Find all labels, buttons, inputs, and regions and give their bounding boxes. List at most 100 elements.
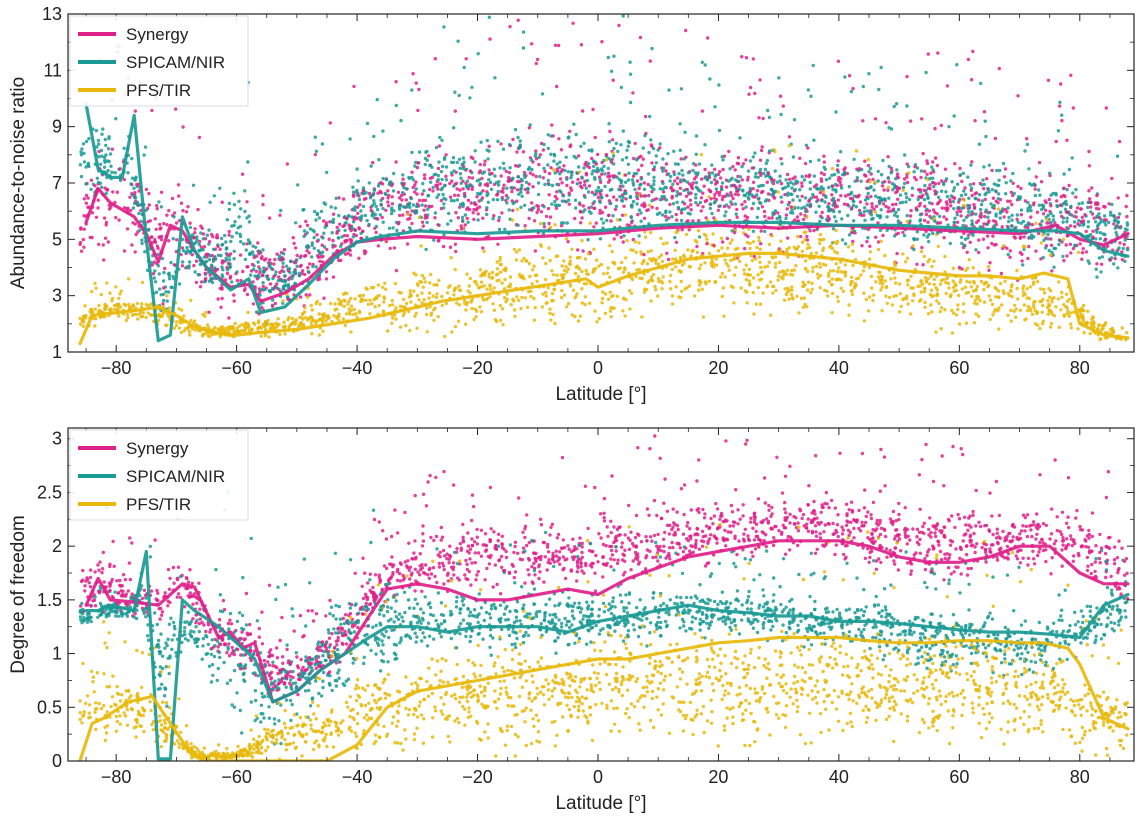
synergy-point — [870, 202, 874, 206]
spicam-nir-point — [289, 259, 293, 264]
synergy-point — [548, 215, 553, 219]
spicam-nir-point — [1068, 212, 1072, 216]
spicam-nir-point — [97, 155, 101, 159]
spicam-nir-point — [207, 279, 212, 283]
pfs-tir-point — [146, 311, 150, 315]
spicam-nir-point — [1037, 203, 1042, 207]
synergy-point — [392, 246, 397, 250]
spicam-nir-point — [555, 203, 560, 207]
spicam-nir-point — [707, 173, 712, 178]
pfs-tir-point — [118, 292, 122, 296]
spicam-nir-point — [931, 231, 935, 236]
synergy-point — [1091, 229, 1095, 233]
synergy-point — [1089, 205, 1093, 209]
spicam-nir-point — [1065, 216, 1069, 220]
pfs-tir-point — [179, 330, 184, 335]
synergy-point — [914, 206, 918, 210]
pfs-tir-point — [397, 290, 401, 295]
spicam-nir-point — [301, 208, 305, 212]
synergy-point — [596, 195, 601, 200]
pfs-tir-point — [826, 272, 831, 276]
synergy-point — [1069, 251, 1073, 255]
synergy-point — [699, 196, 704, 200]
spicam-nir-point — [426, 194, 430, 198]
pfs-tir-point — [297, 322, 302, 327]
synergy-point — [384, 208, 388, 212]
spicam-nir-point — [245, 216, 249, 220]
spicam-nir-point — [971, 233, 975, 237]
spicam-nir-point — [408, 205, 412, 210]
spicam-nir-point — [592, 164, 596, 169]
spicam-nir-point — [414, 160, 418, 165]
spicam-nir-point — [855, 176, 859, 180]
pfs-tir-point — [366, 302, 371, 307]
spicam-nir-point — [680, 168, 684, 173]
pfs-tir-point — [324, 319, 328, 323]
spicam-nir-point — [1098, 237, 1103, 241]
pfs-tir-point — [881, 281, 885, 286]
pfs-tir-point — [1030, 312, 1035, 316]
synergy-point — [526, 190, 530, 195]
pfs-tir-point — [341, 292, 346, 296]
spicam-nir-point — [372, 199, 376, 203]
synergy-point — [1084, 250, 1089, 254]
spicam-nir-point — [1109, 210, 1113, 214]
synergy-point — [745, 215, 750, 220]
synergy-point — [587, 206, 591, 210]
synergy-point — [453, 109, 457, 113]
spicam-nir-point — [778, 179, 782, 183]
spicam-nir-point — [879, 208, 883, 212]
pfs-tir-point — [932, 282, 936, 287]
pfs-tir-point — [866, 157, 870, 162]
synergy-point — [468, 169, 473, 173]
spicam-nir-point — [922, 197, 927, 202]
pfs-tir-point — [498, 255, 502, 260]
spicam-nir-point — [603, 184, 607, 189]
spicam-nir-point — [918, 213, 923, 217]
synergy-point — [347, 223, 351, 227]
synergy-point — [481, 189, 485, 193]
pfs-tir-point — [771, 284, 775, 289]
synergy-point — [610, 138, 615, 142]
synergy-point — [511, 208, 515, 213]
synergy-point — [466, 198, 471, 202]
pfs-tir-point — [541, 256, 545, 260]
synergy-point — [689, 203, 693, 207]
pfs-tir-point — [922, 290, 927, 294]
pfs-tir-point — [656, 277, 661, 281]
pfs-tir-point — [806, 242, 810, 247]
synergy-point — [399, 193, 404, 198]
spicam-nir-point — [806, 88, 811, 92]
spicam-nir-point — [423, 162, 427, 167]
pfs-tir-point — [455, 301, 459, 305]
pfs-tir-point — [339, 299, 343, 304]
spicam-nir-point — [1100, 255, 1105, 259]
spicam-nir-point — [1070, 156, 1074, 160]
pfs-tir-point — [742, 272, 747, 276]
pfs-tir-point — [172, 326, 177, 330]
spicam-nir-point — [741, 188, 745, 192]
synergy-point — [973, 119, 977, 123]
synergy-point — [544, 214, 549, 219]
pfs-tir-point — [854, 277, 859, 281]
pfs-tir-point — [502, 296, 507, 300]
synergy-point — [1087, 189, 1091, 193]
pfs-tir-point — [932, 259, 936, 263]
spicam-nir-point — [485, 138, 489, 143]
spicam-nir-point — [244, 248, 248, 252]
spicam-nir-point — [889, 127, 894, 131]
synergy-point — [465, 216, 469, 221]
pfs-tir-point — [118, 305, 123, 309]
synergy-point — [800, 194, 804, 198]
spicam-nir-point — [637, 208, 642, 212]
pfs-tir-point — [950, 331, 955, 335]
spicam-nir-point — [1010, 213, 1014, 217]
spicam-nir-point — [211, 259, 216, 263]
pfs-tir-point — [674, 285, 678, 289]
spicam-nir-point — [322, 201, 326, 205]
pfs-tir-point — [829, 244, 833, 248]
spicam-nir-point — [440, 138, 444, 142]
spicam-nir-point — [664, 218, 669, 222]
synergy-point — [358, 203, 362, 207]
spicam-nir-point — [585, 6, 588, 9]
